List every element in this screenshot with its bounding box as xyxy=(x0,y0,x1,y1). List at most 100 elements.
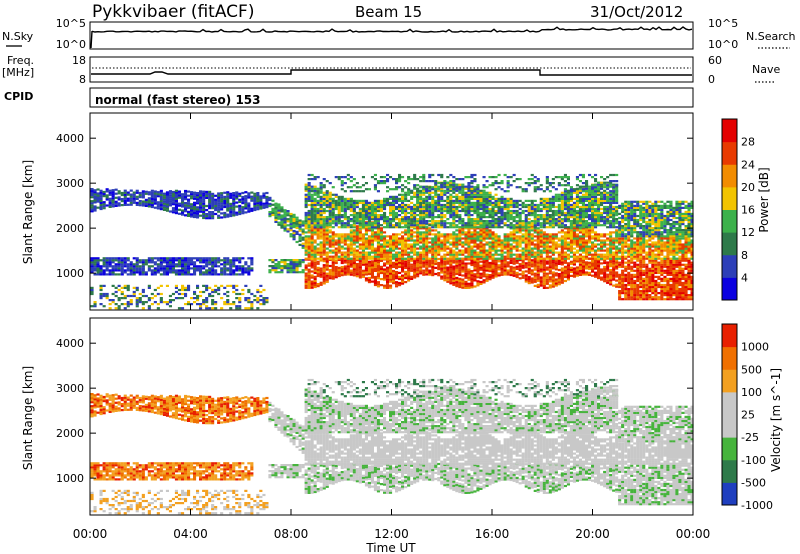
power-cell xyxy=(434,216,438,219)
power-cell xyxy=(416,205,420,209)
power-cell xyxy=(515,220,519,223)
power-cell xyxy=(319,255,323,258)
power-cell xyxy=(105,259,109,262)
power-cell xyxy=(202,216,206,220)
power-cell xyxy=(162,261,166,264)
power-cell xyxy=(428,186,432,189)
power-cell xyxy=(422,271,426,274)
power-cell xyxy=(156,259,160,262)
power-cell xyxy=(319,251,323,254)
power-cell xyxy=(434,189,438,192)
power-cell xyxy=(554,233,558,236)
power-cell xyxy=(138,200,142,203)
power-cell xyxy=(536,245,540,248)
power-cell xyxy=(404,191,408,194)
power-cell xyxy=(199,208,203,211)
power-cell xyxy=(316,195,320,198)
power-cell xyxy=(159,273,163,276)
power-cell xyxy=(416,190,420,193)
power-cell xyxy=(159,297,163,300)
power-cell xyxy=(289,233,293,236)
power-cell xyxy=(331,273,335,276)
power-cell xyxy=(343,241,347,244)
power-cell xyxy=(214,206,218,209)
power-cell xyxy=(193,290,197,294)
power-cell xyxy=(337,222,341,225)
power-cell xyxy=(262,192,266,195)
power-cell xyxy=(376,249,380,252)
power-cell xyxy=(153,206,157,209)
power-cell xyxy=(482,269,486,272)
power-cell xyxy=(503,233,507,236)
power-cell xyxy=(413,216,417,219)
power-cell xyxy=(521,229,525,232)
power-cell xyxy=(105,265,109,268)
power-cell xyxy=(232,194,236,197)
power-cell xyxy=(524,209,528,213)
power-cell xyxy=(150,189,154,192)
power-cell xyxy=(229,196,233,199)
power-cell xyxy=(334,233,338,236)
power-cell xyxy=(313,226,317,229)
power-cell xyxy=(373,267,377,270)
power-cell xyxy=(518,257,522,260)
power-cell xyxy=(521,251,525,254)
power-cell xyxy=(515,211,519,215)
power-cell xyxy=(392,265,396,268)
power-cell xyxy=(530,243,534,246)
power-cell xyxy=(232,290,236,294)
power-cell xyxy=(153,267,157,270)
power-cell xyxy=(322,191,326,194)
power-cell xyxy=(250,269,254,272)
power-cell xyxy=(331,207,335,211)
power-cell xyxy=(108,273,112,276)
power-cell xyxy=(319,226,323,229)
power-cell xyxy=(557,251,561,254)
power-cell xyxy=(443,207,447,211)
power-cell xyxy=(539,280,543,283)
power-cell xyxy=(187,257,191,260)
power-cell xyxy=(349,207,353,211)
power-cell xyxy=(367,218,371,221)
power-cell xyxy=(292,261,296,264)
power-cell xyxy=(123,259,127,262)
power-cell xyxy=(482,176,486,179)
power-cell xyxy=(214,257,218,260)
power-cell xyxy=(99,292,103,296)
power-cell xyxy=(340,255,344,258)
power-cell xyxy=(102,265,106,268)
power-cell xyxy=(334,268,338,271)
power-cell xyxy=(476,207,480,211)
power-cell xyxy=(156,203,160,206)
power-cell xyxy=(392,247,396,250)
power-cell xyxy=(196,208,200,211)
power-cell xyxy=(190,263,194,266)
power-cell xyxy=(352,255,356,258)
power-cell xyxy=(548,207,552,211)
power-cell xyxy=(211,194,215,197)
power-cell xyxy=(298,263,302,266)
power-cell xyxy=(138,196,142,199)
power-cell xyxy=(419,195,423,198)
power-cell xyxy=(244,271,248,274)
power-cell xyxy=(364,182,368,185)
power-cell xyxy=(419,262,423,265)
power-cell xyxy=(316,176,320,179)
power-cell xyxy=(425,249,429,252)
power-cell xyxy=(328,197,332,200)
power-cell xyxy=(428,229,432,232)
power-cell xyxy=(346,255,350,258)
power-cell xyxy=(117,297,121,300)
power-cell xyxy=(316,201,320,204)
power-cell xyxy=(229,307,233,310)
power-cell xyxy=(521,188,525,191)
power-cell xyxy=(310,286,314,289)
power-cell xyxy=(521,211,525,215)
power-cell xyxy=(304,224,308,227)
power-cell xyxy=(413,211,417,215)
power-cell xyxy=(410,220,414,223)
power-cell xyxy=(337,209,341,213)
power-cell xyxy=(551,265,555,268)
power-cell xyxy=(455,226,459,229)
power-cell xyxy=(515,265,519,268)
